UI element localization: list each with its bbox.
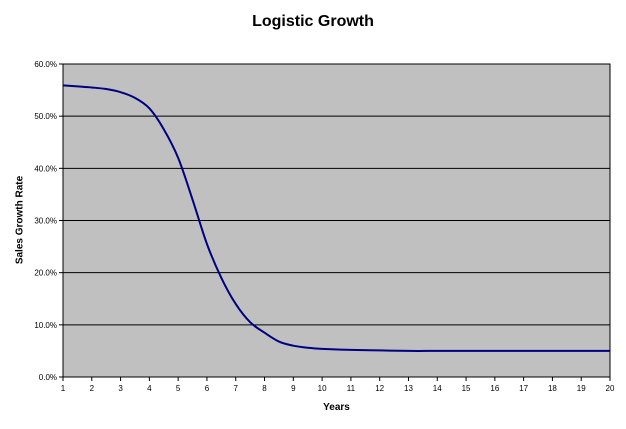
y-tick-label: 40.0% <box>34 164 57 173</box>
x-tick-label: 5 <box>176 384 181 393</box>
x-tick-label: 13 <box>404 384 413 393</box>
x-tick-label: 1 <box>61 384 66 393</box>
y-tick-label: 10.0% <box>34 321 57 330</box>
x-tick-label: 12 <box>375 384 384 393</box>
y-tick-label: 0.0% <box>39 373 57 382</box>
x-tick-label: 7 <box>234 384 239 393</box>
x-tick-label: 2 <box>90 384 95 393</box>
x-tick-label: 8 <box>262 384 267 393</box>
y-tick-label: 50.0% <box>34 112 57 121</box>
x-tick-label: 9 <box>291 384 296 393</box>
y-tick-label: 60.0% <box>34 60 57 69</box>
x-tick-label: 10 <box>318 384 327 393</box>
x-tick-label: 17 <box>519 384 528 393</box>
y-tick-label: 20.0% <box>34 269 57 278</box>
x-tick-label: 16 <box>490 384 499 393</box>
x-tick-label: 4 <box>147 384 152 393</box>
x-tick-label: 18 <box>548 384 557 393</box>
x-tick-label: 11 <box>347 384 356 393</box>
x-tick-label: 20 <box>606 384 615 393</box>
y-axis-label: Sales Growth Rate <box>14 175 26 265</box>
x-tick-label: 14 <box>433 384 442 393</box>
y-tick-label: 30.0% <box>34 217 57 226</box>
x-tick-label: 15 <box>462 384 471 393</box>
chart-title: Logistic Growth <box>252 13 374 30</box>
x-tick-label: 3 <box>118 384 123 393</box>
x-tick-label: 6 <box>205 384 210 393</box>
plot-border <box>62 63 611 378</box>
x-axis-label: Years <box>323 402 350 413</box>
series-line <box>62 84 610 352</box>
x-tick-label: 19 <box>577 384 586 393</box>
